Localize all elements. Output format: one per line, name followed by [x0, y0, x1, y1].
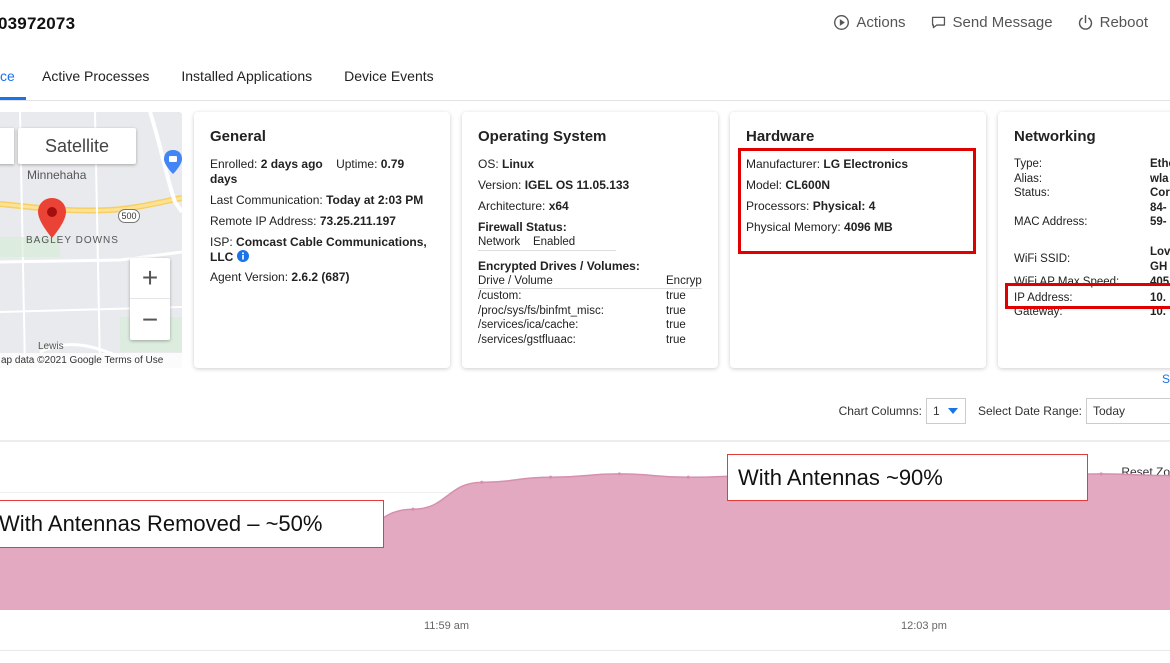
- tab-active-processes[interactable]: Active Processes: [42, 68, 150, 84]
- os-version-row: Version: IGEL OS 11.05.133: [478, 178, 630, 192]
- wifi-speed-highlight-box: [1005, 283, 1170, 309]
- chart-columns-select[interactable]: 1: [925, 398, 966, 424]
- tabs-divider: [0, 100, 1170, 101]
- reboot-label: Reboot: [1099, 14, 1148, 31]
- operating-system-card: Operating System OS: Linux Version: IGEL…: [462, 112, 718, 368]
- table-row: Status: Cor: [1014, 187, 1170, 199]
- power-icon: [1078, 14, 1092, 30]
- table-row: /custom: true: [478, 290, 686, 302]
- chart-bottom-divider: [0, 650, 1170, 651]
- chart-columns-label: Chart Columns:: [838, 404, 922, 418]
- table-row: Gateway: 10.: [1014, 306, 1166, 318]
- info-icon[interactable]: [236, 250, 249, 262]
- reboot-button[interactable]: Reboot: [1077, 14, 1148, 31]
- last-communication-row: Last Communication: Today at 2:03 PM: [210, 193, 424, 207]
- map-label-minnehaha: Minnehaha: [27, 168, 87, 182]
- model-row: Model: CL600N: [746, 178, 831, 192]
- drives-header-row: Drive / Volume Encryp: [478, 274, 702, 289]
- satellite-button[interactable]: Satellite: [18, 128, 136, 164]
- tab-installed-applications[interactable]: Installed Applications: [181, 68, 313, 84]
- networking-title: Networking: [1014, 128, 1096, 145]
- chart-point[interactable]: [548, 475, 553, 479]
- chart-point[interactable]: [1099, 472, 1103, 476]
- tab-device-events[interactable]: Device Events: [344, 68, 434, 84]
- os-title: Operating System: [478, 128, 607, 145]
- chevron-down-icon: [947, 408, 958, 414]
- enrolled-row: Enrolled: 2 days ago Uptime: 0.79 days: [210, 157, 405, 186]
- annotation-antennas: With Antennas ~90%: [727, 454, 1088, 501]
- map-label-lewis: Lewis: [38, 341, 64, 352]
- play-circle-icon: [834, 15, 850, 30]
- date-range-select[interactable]: Today: [1086, 398, 1170, 424]
- manufacturer-row: Manufacturer: LG Electronics: [746, 157, 909, 171]
- header-actions: Actions Send Message Reboot: [833, 14, 1148, 31]
- general-title: General: [210, 128, 266, 145]
- architecture-row: Architecture: x64: [478, 199, 569, 213]
- x-tick-label: 12:03 pm: [901, 620, 947, 632]
- hardware-card: Hardware Manufacturer: LG Electronics Mo…: [730, 112, 986, 368]
- chart-point[interactable]: [411, 507, 415, 511]
- tab-device-overview[interactable]: ce: [0, 62, 26, 100]
- chart-svg: [0, 463, 1170, 610]
- send-message-label: Send Message: [952, 14, 1053, 31]
- actions-label: Actions: [856, 14, 906, 31]
- chart-point[interactable]: [480, 480, 484, 484]
- location-map[interactable]: Satellite Minnehaha BAGLEY DOWNS Lewis 5…: [0, 112, 182, 368]
- memory-row: Physical Memory: 4096 MB: [746, 220, 893, 234]
- annotation-antennas-removed: With Antennas Removed – ~50%: [0, 500, 384, 548]
- general-card: General Enrolled: 2 days ago Uptime: 0.7…: [194, 112, 450, 368]
- tab-bar: ce Active Processes Installed Applicatio…: [0, 62, 450, 100]
- shopping-pin-icon: [164, 150, 182, 174]
- table-row: /services/ica/cache: true: [478, 319, 686, 331]
- remote-ip-row: Remote IP Address: 73.25.211.197: [210, 214, 396, 228]
- agent-version-row: Agent Version: 2.6.2 (687): [210, 270, 350, 284]
- firewall-table: Network Enabled: [478, 235, 616, 251]
- zoom-out-button[interactable]: −: [141, 303, 159, 335]
- chart-point[interactable]: [686, 475, 690, 479]
- map-attribution[interactable]: ap data ©2021 Google Terms of Use: [0, 353, 182, 368]
- date-range-label: Select Date Range:: [977, 404, 1082, 418]
- table-row: MAC Address: 84- 59-: [1014, 201, 1167, 229]
- zoom-in-button[interactable]: +: [130, 258, 170, 299]
- table-row: /services/gstfluaac: true: [478, 333, 686, 346]
- x-tick-label: 11:59 am: [424, 620, 470, 632]
- chart-controls: Chart Columns: 1 Select Date Range: Toda…: [839, 398, 1170, 424]
- device-title: 03972073: [0, 14, 76, 33]
- chart-point[interactable]: [617, 472, 622, 476]
- map-view-button[interactable]: [0, 128, 14, 164]
- s-link[interactable]: S: [1161, 372, 1170, 386]
- table-row: Type:Ethe: [1014, 158, 1170, 170]
- hardware-title: Hardware: [746, 128, 815, 145]
- table-row: /proc/sys/fs/binfmt_misc: true: [478, 304, 686, 317]
- chart-area: [0, 465, 1170, 610]
- location-pin-icon: [38, 198, 66, 238]
- actions-button[interactable]: Actions: [833, 14, 906, 31]
- isp-row: ISP: Comcast Cable Communications, LLC: [210, 235, 427, 264]
- os-row: OS: Linux: [478, 157, 535, 171]
- table-row: Alias: wla: [1014, 172, 1169, 185]
- processors-row: Processors: Physical: 4: [746, 199, 876, 213]
- send-message-button[interactable]: Send Message: [930, 14, 1053, 31]
- map-zoom-control: + −: [130, 258, 170, 340]
- table-row: WiFi SSID: Lov GH: [1014, 246, 1170, 273]
- firewall-label: Firewall Status:: [478, 220, 567, 234]
- drives-label: Encrypted Drives / Volumes:: [478, 258, 640, 273]
- hardware-highlight-box: [738, 148, 976, 254]
- table-row: IP Address: 10.: [1014, 291, 1166, 304]
- chat-icon: [931, 16, 945, 29]
- drives-table: Drive / Volume Encryp /custom: true /proc…: [478, 274, 702, 348]
- map-label-bagley: BAGLEY DOWNS: [26, 235, 119, 246]
- route-shield: 500: [118, 209, 140, 223]
